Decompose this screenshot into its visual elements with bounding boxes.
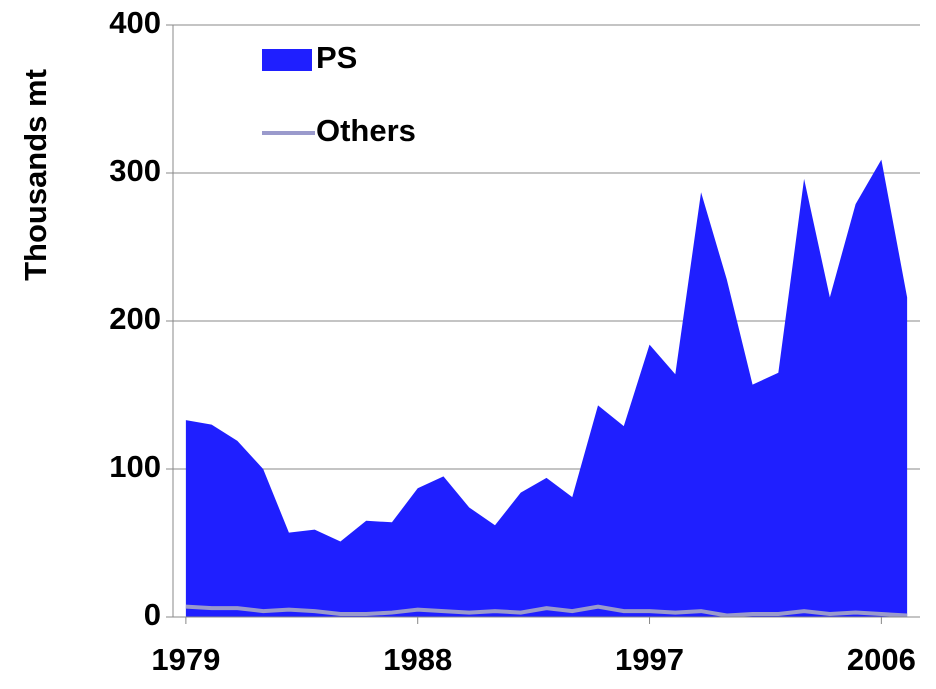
y-tick-label: 0 bbox=[144, 597, 161, 632]
line bbox=[185, 604, 908, 618]
x-tick-label: 1997 bbox=[615, 642, 684, 677]
area bbox=[185, 159, 908, 617]
x-tick-label: 1988 bbox=[383, 642, 452, 677]
x-tick-label: 2006 bbox=[847, 642, 916, 677]
y-tick-label: 400 bbox=[109, 5, 161, 40]
legend-label: PS bbox=[316, 40, 357, 75]
x-tick-label: 1979 bbox=[151, 642, 220, 677]
y-axis-label: Thousands mt bbox=[18, 69, 53, 281]
y-tick-label: 200 bbox=[109, 301, 161, 336]
legend-label: Others bbox=[316, 113, 416, 148]
legend-swatch bbox=[262, 49, 312, 71]
y-tick-label: 100 bbox=[109, 449, 161, 484]
y-tick-label: 300 bbox=[109, 153, 161, 188]
